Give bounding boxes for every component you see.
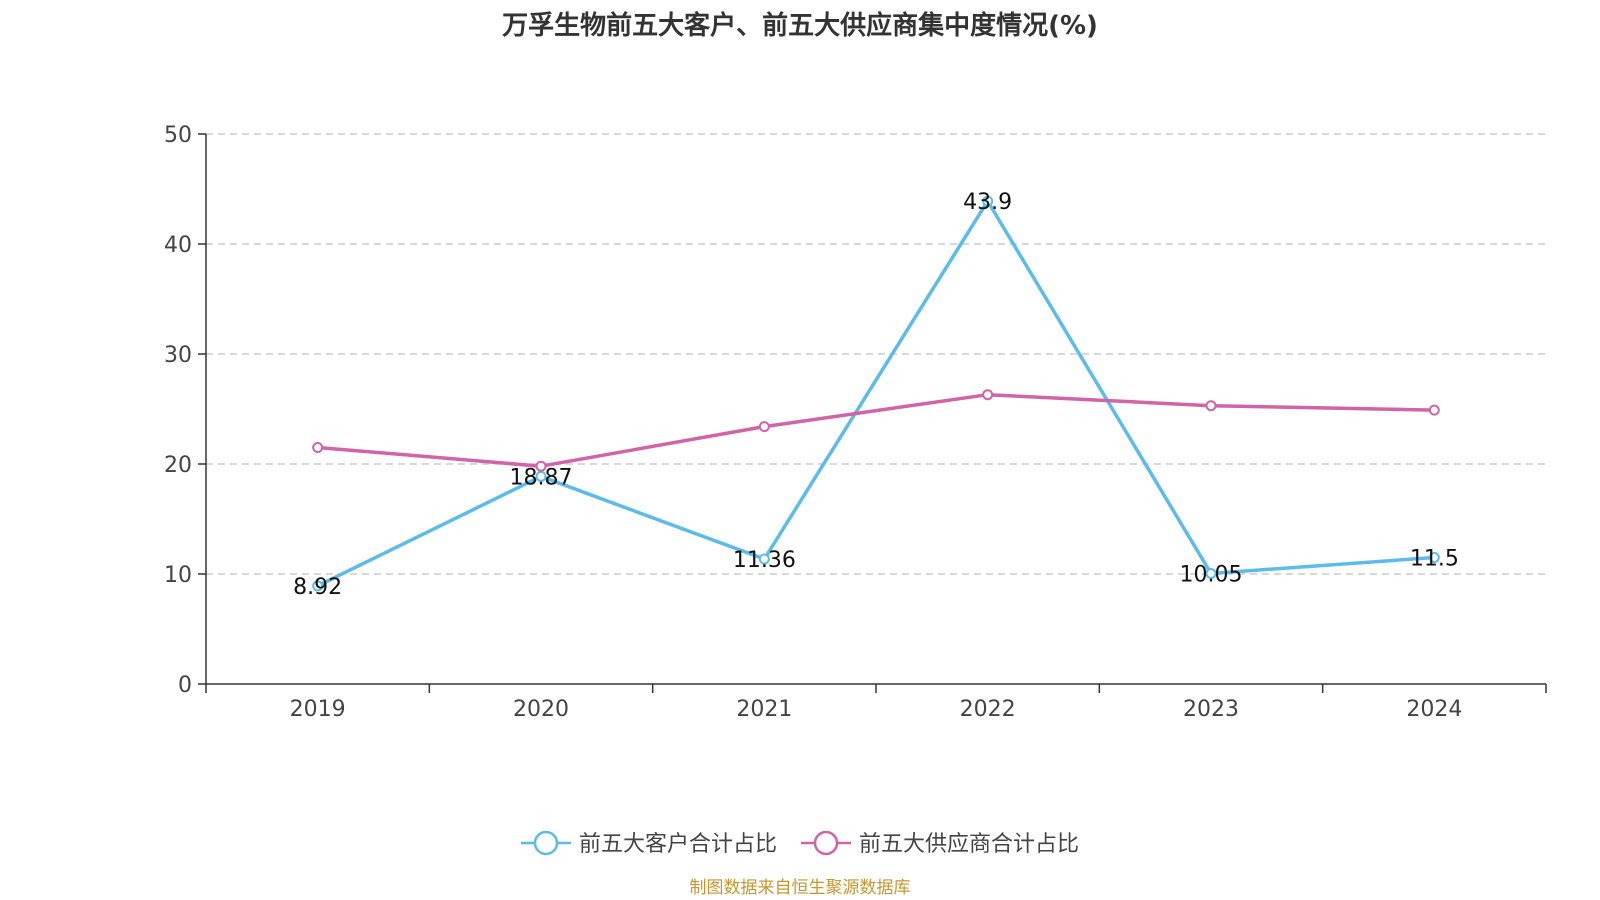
x-tick-label-2019: 2019 [290, 697, 346, 722]
series-2-point-2021[interactable] [758, 421, 770, 433]
series-2-point-2019[interactable] [312, 442, 324, 453]
legend-label-2: 前五大供应商合计占比 [859, 832, 1079, 857]
y-tick-label-40: 40 [164, 233, 192, 258]
legend-marker-2 [813, 830, 839, 856]
y-tick-label-30: 30 [164, 343, 192, 368]
y-tick-label-0: 0 [178, 673, 192, 698]
legend-item-2[interactable]: 前五大供应商合计占比 [801, 830, 1079, 857]
series-2-point-2024[interactable] [1428, 404, 1440, 416]
data-label-2019: 8.92 [293, 575, 342, 600]
series-1-point-2023[interactable] [1205, 567, 1217, 579]
series-line-1 [316, 199, 1435, 588]
series-2-point-2020[interactable] [535, 460, 547, 472]
series-1-point-2024[interactable] [1428, 552, 1440, 563]
x-tick-label-2022: 2022 [960, 697, 1016, 722]
legend-label-1: 前五大客户合计占比 [579, 832, 777, 857]
x-tick-label-2021: 2021 [736, 697, 792, 722]
axes: 0 10 20 30 40 50 2019 2020 2021 2022 2023 2024 [164, 123, 1547, 722]
data-labels: 8.92 18.87 11.36 43.9 10.05 11.5 [293, 190, 1459, 600]
y-tick-label-50: 50 [164, 123, 192, 148]
y-tick-label-10: 10 [164, 563, 192, 588]
grid [206, 133, 1546, 575]
data-label-2024: 11.5 [1410, 547, 1459, 572]
series-2-point-2022[interactable] [982, 389, 994, 401]
chart-title: 万孚生物前五大客户、前五大供应商集中度情况(%) [502, 10, 1098, 41]
series-line-2 [317, 392, 1435, 468]
x-tick-label-2020: 2020 [513, 697, 569, 722]
data-label-2020: 18.87 [510, 465, 573, 490]
data-label-2021: 11.36 [733, 548, 796, 573]
series-1-point-2020[interactable] [535, 470, 547, 482]
legend-item-1[interactable]: 前五大客户合计占比 [520, 830, 777, 857]
x-tick-label-2024: 2024 [1406, 697, 1462, 722]
x-tick-label-2023: 2023 [1183, 697, 1239, 722]
data-label-2022: 43.9 [963, 190, 1012, 215]
legend-marker-1 [533, 830, 559, 856]
source-note: 制图数据来自恒生聚源数据库 [690, 878, 911, 898]
series-2-point-2023[interactable] [1205, 400, 1217, 412]
series-1-point-2022[interactable] [982, 195, 994, 207]
series-1-point-2019[interactable] [312, 580, 324, 592]
y-tick-label-20: 20 [164, 453, 192, 478]
series [312, 195, 1440, 592]
legend[interactable]: 前五大客户合计占比 前五大供应商合计占比 [520, 830, 1079, 857]
series-1-point-2021[interactable] [758, 553, 770, 565]
data-label-2023: 10.05 [1180, 562, 1243, 587]
